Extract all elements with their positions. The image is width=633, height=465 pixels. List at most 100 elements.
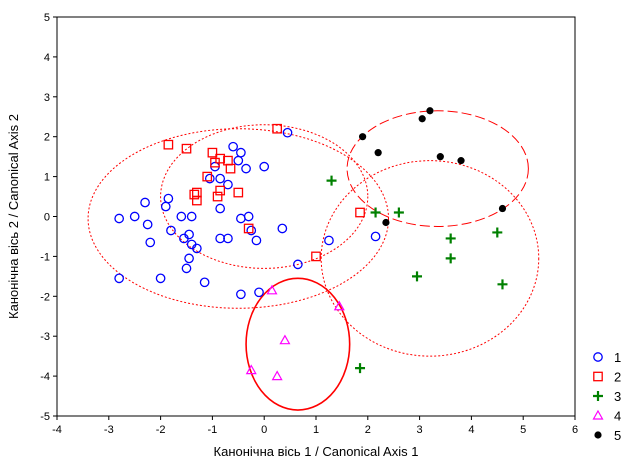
y-tick-label: 1 bbox=[44, 172, 50, 184]
point-series-1 bbox=[114, 273, 125, 284]
point-series-2 bbox=[243, 223, 254, 234]
point-series-1 bbox=[223, 233, 233, 244]
point-series-1 bbox=[166, 225, 176, 236]
point-series-2 bbox=[215, 185, 226, 196]
point-series-2 bbox=[163, 139, 174, 150]
y-axis-ticks: -5 -4 -3 -2 -1 0 1 2 3 4 5 bbox=[40, 12, 57, 423]
x-axis-label: Канонічна вісь 1 / Canonical Axis 1 bbox=[214, 444, 419, 459]
point-series-1 bbox=[184, 253, 194, 264]
ellipse-series-3 bbox=[320, 160, 540, 357]
legend: 1 2 3 4 5 bbox=[592, 350, 621, 443]
point-series-2 bbox=[202, 171, 213, 182]
y-tick-label: -4 bbox=[40, 371, 50, 383]
ellipse-series-2 bbox=[160, 124, 369, 269]
legend-label-4: 4 bbox=[614, 409, 621, 424]
x-tick-label: -1 bbox=[208, 424, 218, 436]
point-series-2 bbox=[207, 147, 218, 158]
legend-marker-2 bbox=[593, 371, 603, 382]
x-tick-label: 3 bbox=[417, 424, 423, 436]
point-series-1 bbox=[370, 231, 381, 242]
point-series-2 bbox=[181, 143, 192, 154]
point-series-3 bbox=[492, 227, 503, 238]
point-series-5 bbox=[426, 107, 434, 115]
point-series-1 bbox=[228, 141, 238, 152]
point-series-1 bbox=[142, 219, 153, 230]
point-series-1 bbox=[192, 243, 202, 254]
legend-label-5: 5 bbox=[614, 428, 621, 443]
point-series-1 bbox=[243, 211, 254, 222]
y-axis-label: Канонічна вісь 2 / Canonical Axis 2 bbox=[6, 114, 21, 319]
legend-label-3: 3 bbox=[614, 389, 621, 404]
y-tick-label: -5 bbox=[40, 411, 50, 423]
point-series-1 bbox=[259, 161, 270, 172]
point-series-3 bbox=[326, 175, 337, 186]
point-series-1 bbox=[293, 259, 303, 270]
point-series-1 bbox=[282, 127, 293, 138]
point-series-1 bbox=[181, 263, 192, 274]
point-series-2 bbox=[212, 191, 223, 202]
y-tick-label: -3 bbox=[40, 331, 50, 343]
point-series-1 bbox=[251, 235, 262, 246]
point-series-1 bbox=[236, 289, 246, 300]
y-tick-label: -1 bbox=[40, 251, 50, 263]
x-tick-label: -2 bbox=[156, 424, 166, 436]
y-tick-label: -2 bbox=[40, 291, 50, 303]
point-series-5 bbox=[457, 157, 465, 165]
point-series-3 bbox=[393, 207, 404, 218]
legend-marker-4 bbox=[592, 409, 604, 420]
confidence-ellipses bbox=[87, 110, 540, 411]
point-series-1 bbox=[215, 173, 226, 184]
y-tick-label: 0 bbox=[44, 212, 50, 224]
data-points bbox=[114, 107, 508, 381]
point-series-5 bbox=[498, 204, 507, 213]
x-axis-ticks: -4 -3 -2 -1 0 1 2 3 4 5 6 bbox=[52, 416, 578, 436]
ellipse-series-1 bbox=[87, 128, 390, 309]
x-tick-label: 4 bbox=[468, 424, 474, 436]
point-series-5 bbox=[418, 115, 426, 123]
point-series-4 bbox=[279, 334, 291, 345]
point-series-5 bbox=[436, 153, 444, 161]
x-tick-label: 5 bbox=[520, 424, 526, 436]
legend-label-1: 1 bbox=[614, 350, 621, 365]
y-tick-label: 2 bbox=[44, 132, 50, 144]
point-series-2 bbox=[225, 163, 236, 174]
legend-marker-3 bbox=[593, 391, 603, 401]
point-series-4 bbox=[333, 300, 345, 311]
legend-label-2: 2 bbox=[614, 370, 621, 385]
point-series-5 bbox=[374, 149, 382, 157]
point-series-2 bbox=[272, 123, 283, 134]
legend-marker-5 bbox=[594, 431, 602, 439]
point-series-3 bbox=[445, 233, 456, 244]
point-series-2 bbox=[189, 189, 200, 200]
point-series-2 bbox=[311, 251, 321, 262]
point-series-1 bbox=[199, 277, 210, 288]
point-series-1 bbox=[254, 287, 264, 298]
point-series-2 bbox=[355, 207, 365, 218]
point-series-1 bbox=[184, 229, 194, 240]
ellipse-series-4 bbox=[245, 277, 351, 411]
x-tick-label: -4 bbox=[52, 424, 62, 436]
point-series-5 bbox=[359, 133, 367, 141]
x-tick-label: 1 bbox=[313, 424, 319, 436]
point-series-3 bbox=[412, 271, 423, 282]
point-series-4 bbox=[266, 284, 278, 295]
point-series-1 bbox=[204, 173, 215, 184]
point-series-1 bbox=[155, 273, 166, 284]
point-series-1 bbox=[223, 179, 233, 190]
legend-marker-1 bbox=[593, 352, 603, 362]
point-series-1 bbox=[114, 213, 125, 224]
point-series-4 bbox=[245, 364, 257, 375]
point-series-1 bbox=[140, 197, 150, 208]
point-series-1 bbox=[163, 193, 174, 204]
x-tick-label: 2 bbox=[365, 424, 371, 436]
x-tick-label: 0 bbox=[261, 424, 267, 436]
point-series-3 bbox=[370, 207, 381, 218]
point-series-1 bbox=[215, 203, 226, 214]
point-series-3 bbox=[445, 253, 456, 264]
point-series-1 bbox=[236, 147, 246, 158]
point-series-1 bbox=[145, 237, 156, 248]
y-tick-label: 4 bbox=[44, 52, 50, 64]
point-series-1 bbox=[246, 225, 257, 236]
